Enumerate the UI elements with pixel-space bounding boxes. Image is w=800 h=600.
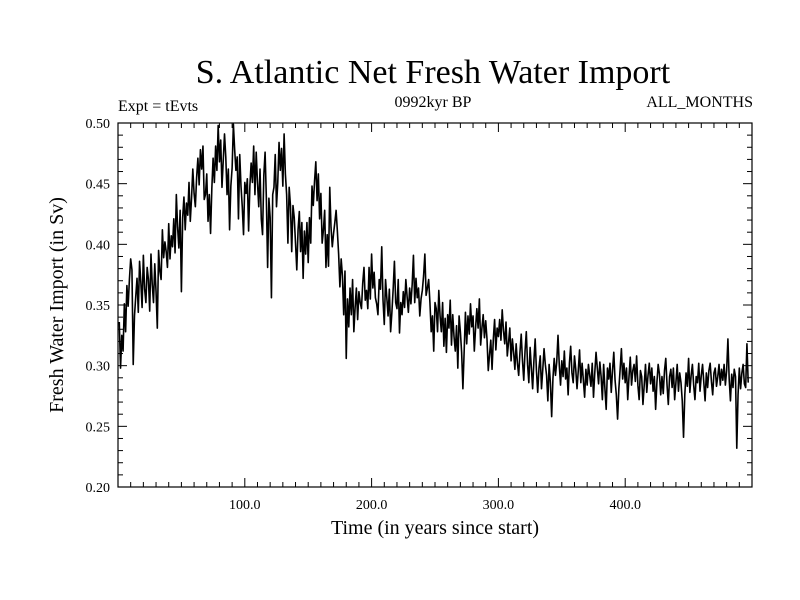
x-tick-label: 300.0: [483, 498, 515, 513]
y-tick-label: 0.50: [86, 117, 111, 132]
x-tick-labels: 100.0 200.0 300.0 400.0: [229, 498, 641, 513]
x-axis-label: Time (in years since start): [331, 517, 539, 539]
y-tick-label: 0.25: [86, 420, 111, 435]
experiment-label: Expt = tEvts: [118, 98, 198, 115]
x-tick-label: 400.0: [609, 498, 641, 513]
axis-ticks: [118, 123, 752, 487]
series-line: [118, 123, 749, 449]
y-tick-labels: 0.20 0.25 0.30 0.35 0.40 0.45 0.50: [86, 117, 111, 496]
y-tick-label: 0.35: [86, 299, 111, 314]
y-tick-label: 0.30: [86, 360, 111, 375]
x-tick-label: 200.0: [356, 498, 388, 513]
plot-frame: [117, 122, 753, 488]
y-tick-label: 0.45: [86, 178, 111, 193]
y-tick-label: 0.20: [86, 481, 111, 496]
x-tick-label: 100.0: [229, 498, 261, 513]
time-label: 0992kyr BP: [395, 94, 472, 111]
y-tick-label: 0.40: [86, 238, 111, 253]
chart-title: S. Atlantic Net Fresh Water Import: [196, 54, 671, 91]
months-label: ALL_MONTHS: [646, 94, 753, 111]
y-axis-label: Fresh Water Import (in Sv): [46, 197, 68, 413]
